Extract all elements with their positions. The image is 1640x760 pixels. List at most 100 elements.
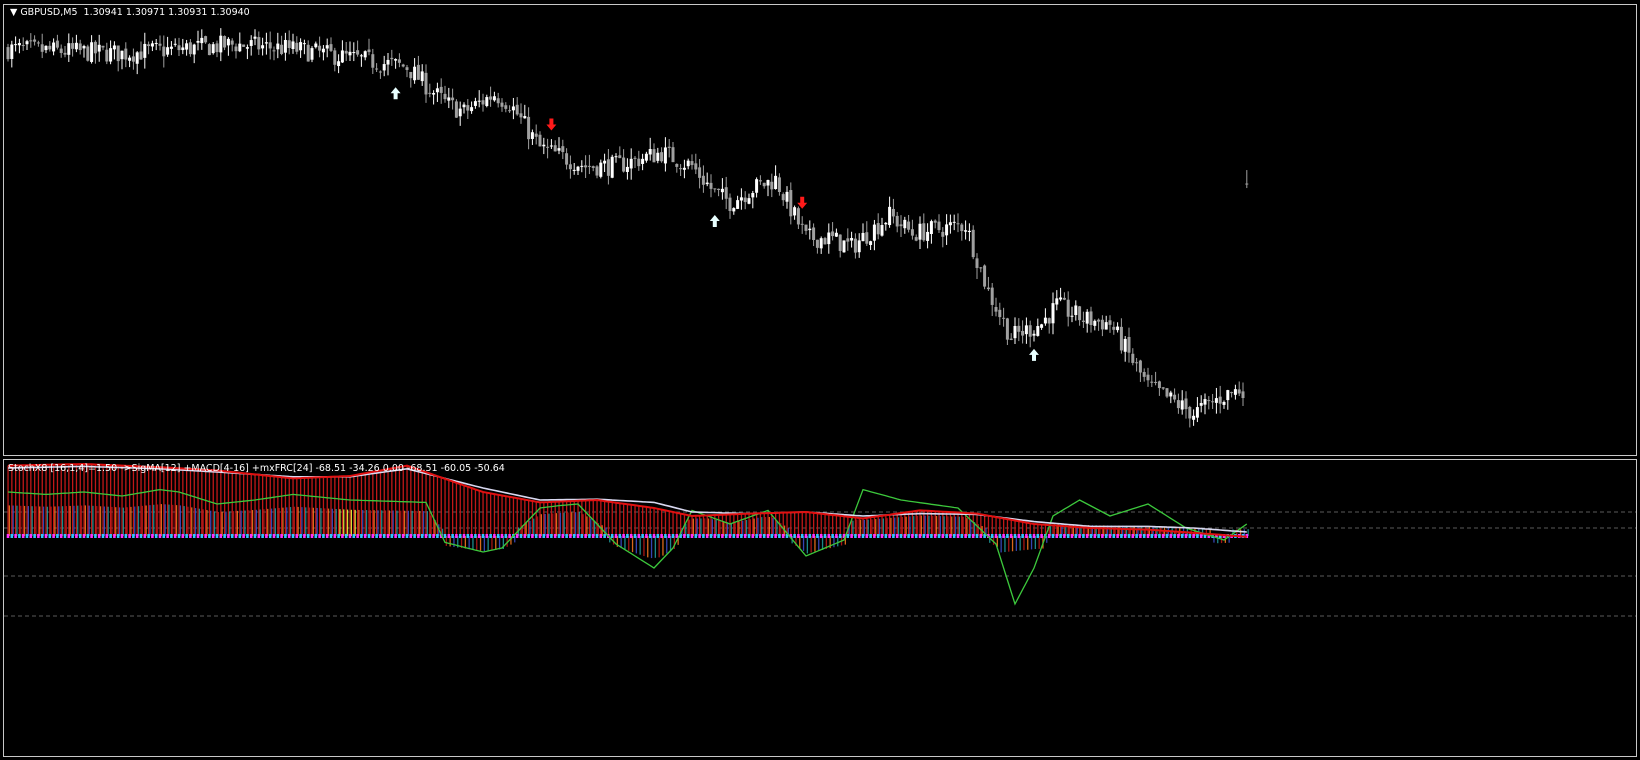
hist-bar-color: [666, 536, 668, 554]
candle-body: [637, 158, 641, 167]
candle-body: [413, 66, 417, 81]
zero-dot: [113, 534, 116, 538]
candle-body: [549, 145, 553, 147]
zero-dot: [1203, 534, 1207, 538]
hist-bar-red: [759, 513, 762, 536]
hist-bar-color: [1148, 526, 1150, 536]
hist-bar-red: [767, 513, 769, 536]
indicator-label: StochX8 [16,1,4]=1.50 ->SigMA[12] +MACD[…: [8, 463, 505, 474]
candle-body: [1097, 319, 1101, 322]
zero-dot: [1047, 534, 1051, 538]
candle-body: [325, 45, 329, 49]
zero-dot: [48, 534, 52, 538]
zero-dot: [37, 534, 40, 538]
hist-bar-color: [305, 507, 307, 536]
zero-dot: [276, 534, 280, 538]
hist-bar-red: [1177, 531, 1180, 536]
candle-body: [196, 40, 200, 43]
candle-body: [546, 146, 550, 148]
zero-dot: [1165, 534, 1169, 538]
hist-bar-color: [1236, 529, 1238, 536]
hist-bar-color: [365, 510, 368, 536]
zero-dot: [1070, 534, 1074, 538]
candle-body: [975, 258, 979, 268]
zero-dot: [1112, 534, 1116, 538]
candle-body: [1138, 360, 1142, 373]
zero-dot: [101, 534, 105, 538]
hist-bar-red: [186, 468, 188, 536]
hist-bar-red: [277, 476, 279, 536]
hist-bar-red: [102, 464, 104, 536]
hist-bar-color: [947, 516, 949, 536]
candle-body: [603, 160, 607, 164]
candle-body: [705, 182, 709, 185]
zero-dot: [249, 534, 253, 538]
candle-body: [952, 221, 956, 223]
hist-bar-red: [18, 465, 21, 536]
candle-body: [1199, 403, 1203, 406]
hist-bar-color: [757, 517, 759, 536]
zero-dot: [143, 534, 147, 538]
candle-body: [78, 43, 82, 51]
candle-body: [394, 59, 398, 61]
hist-bar-color: [286, 507, 288, 536]
candle-body: [169, 46, 173, 49]
hist-bar-red: [334, 476, 336, 536]
candle-body: [428, 92, 432, 94]
zero-dot: [629, 534, 633, 538]
candle-body: [910, 229, 914, 236]
zero-dot: [344, 534, 348, 538]
zero-dot: [1097, 534, 1100, 538]
candle-body: [48, 45, 52, 50]
hist-bar-red: [501, 495, 503, 536]
candle-body: [378, 71, 382, 73]
candle-body: [359, 55, 363, 57]
candle-body: [956, 223, 960, 225]
hist-bar-red: [649, 507, 651, 536]
candle-body: [743, 197, 747, 203]
candle-body: [382, 64, 386, 71]
hist-bar-red: [642, 506, 644, 536]
candle-body: [1062, 297, 1066, 300]
hist-bar-color: [80, 505, 83, 536]
zero-dot: [778, 534, 781, 538]
zero-dot: [694, 534, 698, 538]
candle-body: [755, 179, 759, 193]
candle-body: [610, 156, 614, 178]
zero-dot: [770, 534, 774, 538]
zero-dot: [439, 534, 443, 538]
hist-bar-red: [706, 515, 708, 536]
hist-bar-red: [623, 503, 625, 536]
hist-bar-red: [56, 464, 59, 536]
hist-bar-red: [1075, 526, 1077, 536]
candle-body: [1021, 330, 1025, 336]
hist-bar-color: [635, 536, 637, 554]
zero-dot: [504, 534, 508, 538]
candle-body: [306, 44, 310, 62]
indicator-pane[interactable]: StochX8 [16,1,4]=1.50 ->SigMA[12] +MACD[…: [3, 459, 1637, 757]
candle-body: [774, 175, 778, 190]
zero-dot: [90, 534, 93, 538]
candle-body: [318, 45, 322, 51]
candle-body: [789, 190, 793, 217]
candle-body: [492, 96, 496, 101]
candle-body: [280, 44, 284, 55]
zero-dot: [1017, 534, 1021, 538]
candle-body: [899, 224, 903, 227]
hist-bar-red: [239, 472, 241, 536]
hist-bar-red: [303, 477, 306, 536]
zero-dot: [1142, 534, 1146, 538]
zero-dot: [789, 534, 793, 538]
hist-bar-color: [289, 507, 292, 536]
zero-dot: [215, 534, 219, 538]
hist-bar-red: [908, 512, 910, 536]
candle-body: [675, 163, 679, 167]
hist-bar-color: [187, 506, 189, 536]
hist-bar-red: [870, 517, 872, 536]
zero-dot: [990, 534, 994, 538]
hist-bar-color: [240, 510, 242, 536]
hist-bar-red: [235, 472, 237, 536]
price-chart-pane[interactable]: ▼ GBPUSD,M5 1.30941 1.30971 1.30931 1.30…: [3, 4, 1637, 456]
candle-body: [1024, 325, 1028, 335]
hist-bar-red: [406, 465, 408, 536]
